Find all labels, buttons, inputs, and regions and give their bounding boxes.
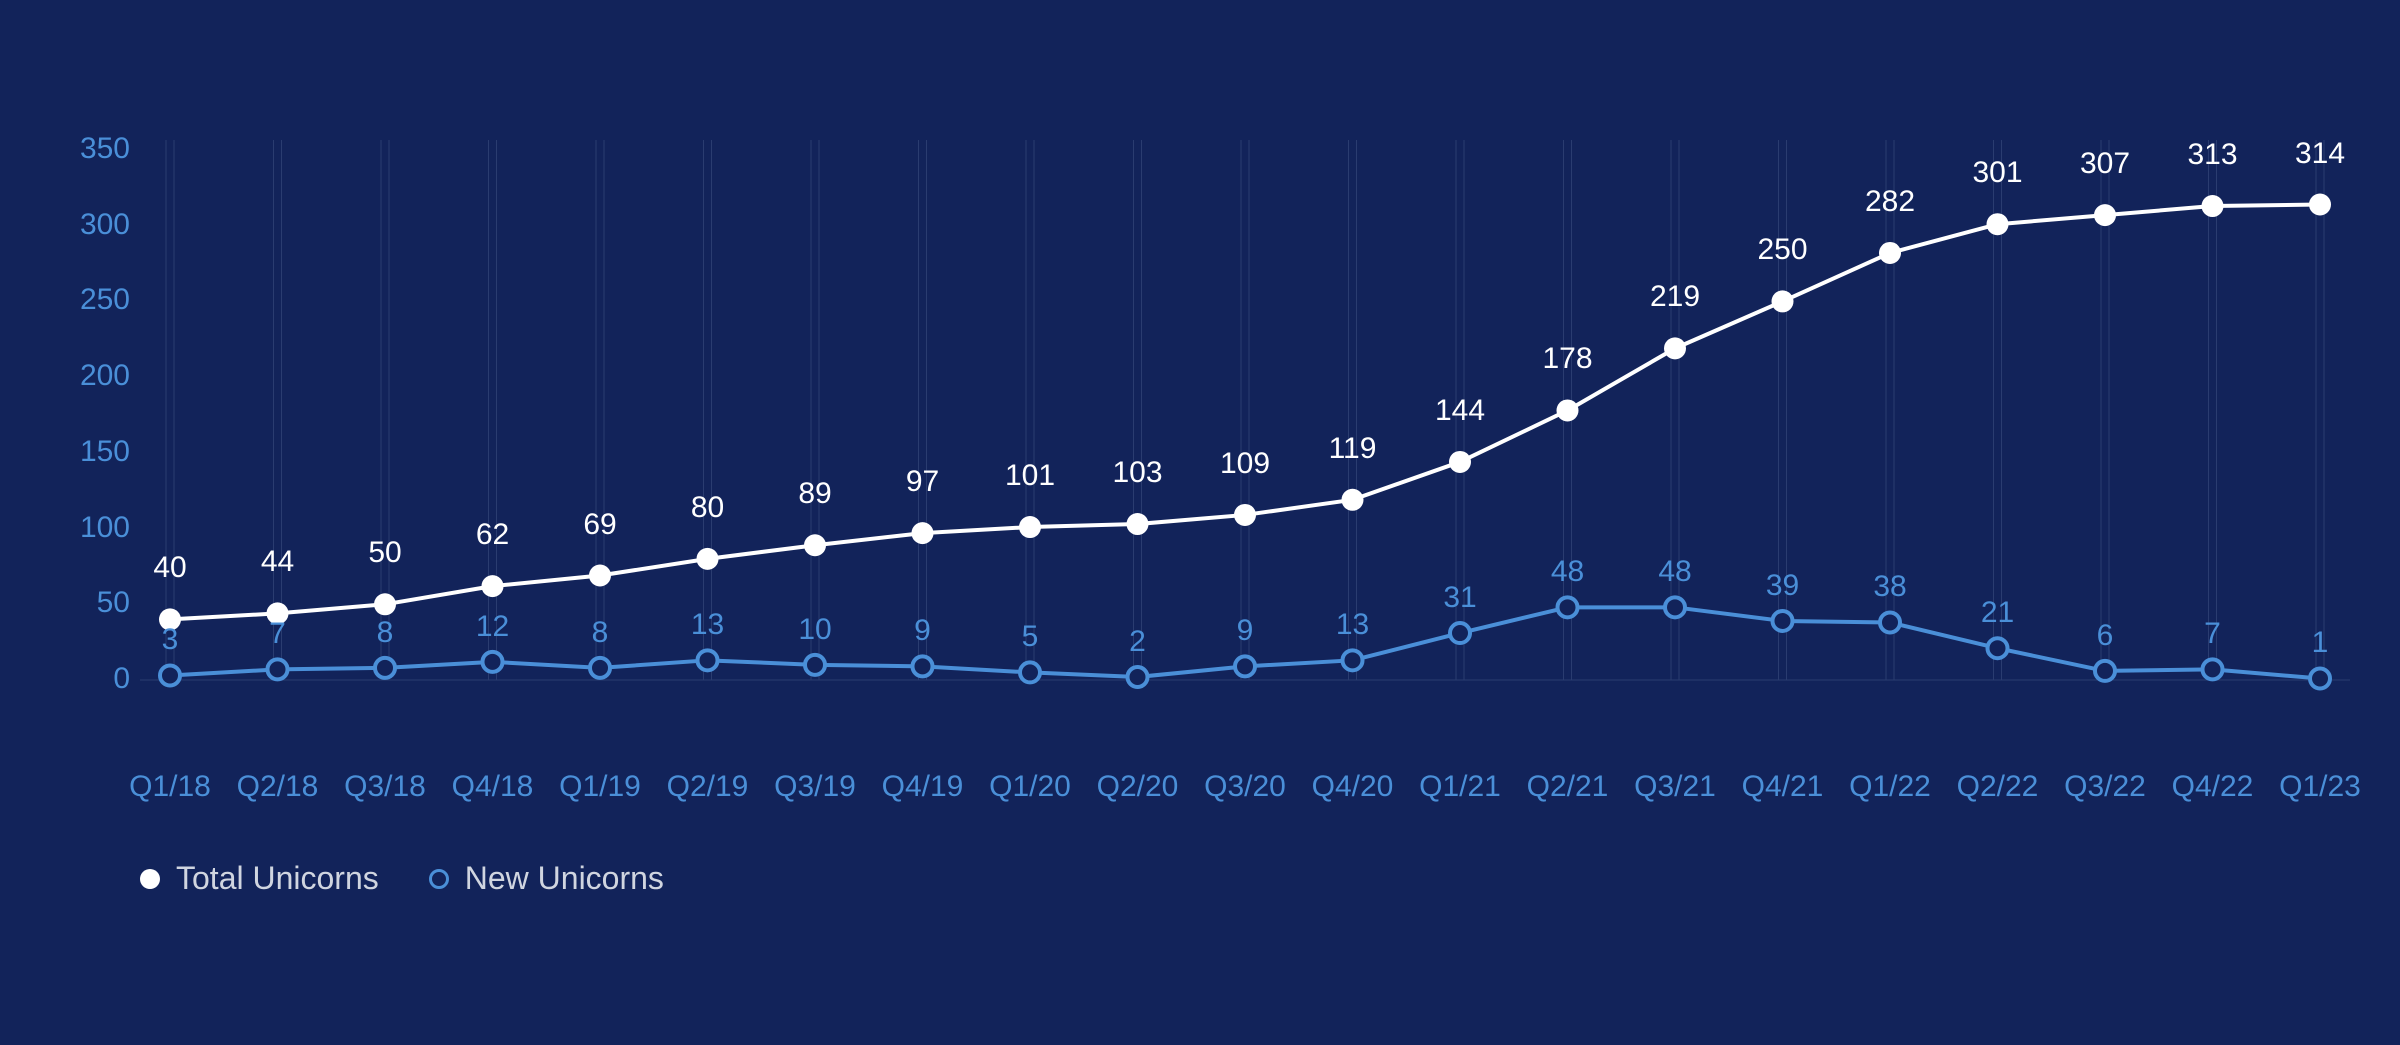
data-label-total: 44 — [261, 545, 294, 579]
data-label-new: 7 — [2204, 617, 2221, 651]
data-label-new: 31 — [1443, 581, 1476, 615]
data-label-new: 13 — [1336, 608, 1369, 642]
data-label-new: 3 — [162, 623, 179, 657]
x-axis-tick-label: Q2/18 — [237, 770, 319, 804]
data-label-new: 8 — [592, 616, 609, 650]
legend-item: Total Unicorns — [140, 860, 379, 897]
x-axis-tick-label: Q3/20 — [1204, 770, 1286, 804]
y-axis-tick-label: 150 — [30, 435, 130, 469]
x-axis-tick-label: Q2/22 — [1957, 770, 2039, 804]
data-label-total: 109 — [1220, 447, 1270, 481]
x-axis-tick-label: Q1/20 — [989, 770, 1071, 804]
x-axis-tick-label: Q1/19 — [559, 770, 641, 804]
data-label-new: 48 — [1551, 555, 1584, 589]
x-axis-tick-label: Q3/18 — [344, 770, 426, 804]
y-axis-tick-label: 100 — [30, 511, 130, 545]
data-label-total: 144 — [1435, 394, 1485, 428]
data-label-new: 7 — [269, 617, 286, 651]
data-label-total: 282 — [1865, 185, 1915, 219]
x-axis-tick-label: Q4/22 — [2172, 770, 2254, 804]
legend-marker-filled-icon — [140, 869, 160, 889]
y-axis-tick-label: 0 — [30, 662, 130, 696]
data-label-new: 1 — [2312, 626, 2329, 660]
data-label-new: 5 — [1022, 620, 1039, 654]
data-label-total: 307 — [2080, 147, 2130, 181]
x-axis-tick-label: Q1/18 — [129, 770, 211, 804]
legend-marker-hollow-icon — [429, 869, 449, 889]
data-label-new: 21 — [1981, 596, 2014, 630]
y-axis-tick-label: 250 — [30, 283, 130, 317]
x-axis-tick-label: Q4/21 — [1742, 770, 1824, 804]
x-axis-tick-label: Q1/23 — [2279, 770, 2361, 804]
data-label-total: 219 — [1650, 280, 1700, 314]
x-axis-tick-label: Q4/18 — [452, 770, 534, 804]
data-label-new: 13 — [691, 608, 724, 642]
y-axis-tick-label: 200 — [30, 359, 130, 393]
data-label-total: 69 — [583, 508, 616, 542]
data-label-new: 48 — [1658, 555, 1691, 589]
unicorn-chart: 050100150200250300350Q1/18Q2/18Q3/18Q4/1… — [0, 0, 2400, 1040]
data-label-total: 313 — [2187, 138, 2237, 172]
data-label-new: 9 — [914, 614, 931, 648]
data-label-total: 250 — [1757, 233, 1807, 267]
data-label-total: 178 — [1542, 342, 1592, 376]
data-label-new: 39 — [1766, 569, 1799, 603]
data-label-total: 301 — [1972, 156, 2022, 190]
legend-label: New Unicorns — [465, 860, 664, 897]
data-label-total: 50 — [368, 536, 401, 570]
data-label-total: 119 — [1329, 432, 1377, 466]
y-axis-tick-label: 50 — [30, 586, 130, 620]
legend-label: Total Unicorns — [176, 860, 379, 897]
x-axis-tick-label: Q2/21 — [1527, 770, 1609, 804]
legend: Total Unicorns New Unicorns — [140, 860, 664, 897]
data-label-new: 6 — [2097, 619, 2114, 653]
data-label-total: 101 — [1005, 459, 1055, 493]
x-axis-tick-label: Q2/20 — [1097, 770, 1179, 804]
x-axis-tick-label: Q2/19 — [667, 770, 749, 804]
x-axis-tick-label: Q1/21 — [1419, 770, 1501, 804]
x-axis-tick-label: Q3/22 — [2064, 770, 2146, 804]
x-axis-tick-label: Q3/19 — [774, 770, 856, 804]
data-label-new: 12 — [476, 610, 509, 644]
x-axis-tick-label: Q1/22 — [1849, 770, 1931, 804]
data-label-new: 2 — [1129, 625, 1146, 659]
data-label-total: 97 — [906, 465, 939, 499]
data-label-new: 10 — [798, 613, 831, 647]
data-label-new: 9 — [1237, 614, 1254, 648]
x-axis-tick-label: Q4/20 — [1312, 770, 1394, 804]
x-axis-tick-label: Q4/19 — [882, 770, 964, 804]
x-axis-tick-label: Q3/21 — [1634, 770, 1716, 804]
data-label-total: 89 — [798, 477, 831, 511]
data-label-total: 314 — [2295, 137, 2345, 171]
data-label-new: 38 — [1873, 570, 1906, 604]
legend-item: New Unicorns — [429, 860, 664, 897]
y-axis-tick-label: 350 — [30, 132, 130, 166]
data-label-total: 103 — [1112, 456, 1162, 490]
y-axis-tick-label: 300 — [30, 208, 130, 242]
data-label-total: 40 — [153, 551, 186, 585]
data-label-total: 62 — [476, 518, 509, 552]
data-label-total: 80 — [691, 491, 724, 525]
data-label-new: 8 — [377, 616, 394, 650]
